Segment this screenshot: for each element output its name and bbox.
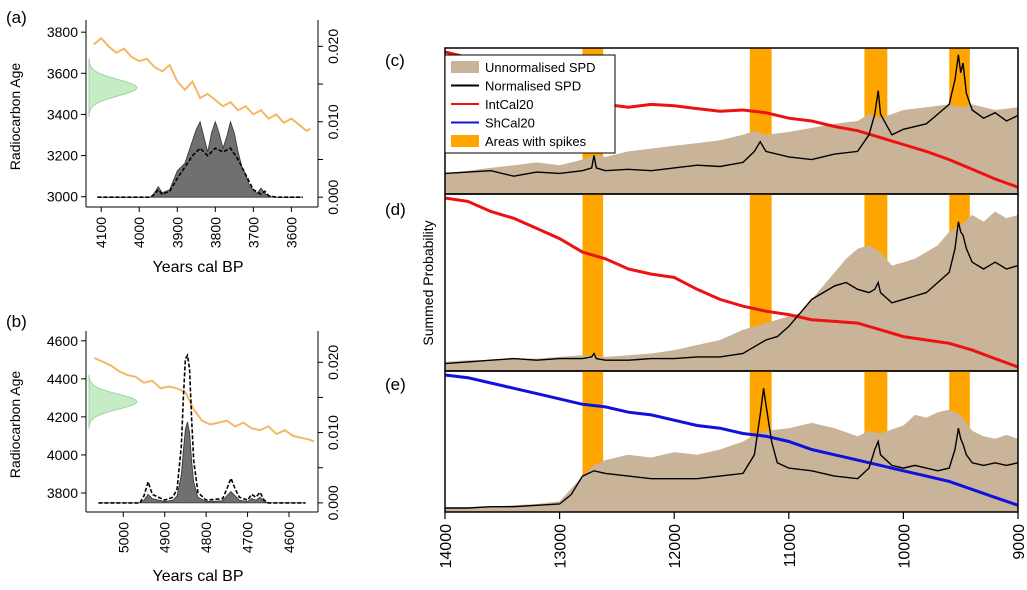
- x-tick-label: 3600: [283, 217, 299, 248]
- y-axis-label: Radiocarbon Age: [7, 63, 23, 171]
- y2-tick-label: 0.000: [325, 485, 341, 520]
- x-tick-label: 4800: [198, 522, 214, 553]
- y-tick-label: 3000: [47, 189, 78, 205]
- calibration-curve: [444, 373, 1019, 507]
- panel-label: (a): [6, 8, 27, 27]
- legend-label: Unnormalised SPD: [485, 60, 596, 75]
- y2-tick-label: 0.010: [325, 104, 341, 139]
- unnormalised-spd-area: [445, 211, 1018, 371]
- y-tick-label: 4000: [47, 447, 78, 463]
- calibrated-density: [97, 120, 303, 198]
- y-tick-label: 3200: [47, 148, 78, 164]
- x-tick-label: 10000: [896, 524, 913, 569]
- x-tick-label: 4100: [93, 217, 109, 248]
- x-tick-label: 12000: [667, 524, 684, 569]
- calibration-curve: [93, 356, 315, 443]
- calibration-curve: [92, 36, 311, 133]
- x-tick-label: 3900: [169, 217, 185, 248]
- dashed-density: [97, 147, 303, 198]
- dashed-density: [98, 352, 306, 504]
- legend-label: Areas with spikes: [485, 134, 587, 149]
- panel-c: (c) Unnormalised SPD Normalised SPD IntCal2…: [385, 47, 1019, 195]
- y2-tick-label: 0.020: [325, 29, 341, 64]
- y-tick-label: 4600: [47, 333, 78, 349]
- x-tick-label: 4600: [281, 522, 297, 553]
- spike-area: [582, 194, 604, 371]
- panel-label: (b): [6, 312, 27, 331]
- y-tick-label: 3800: [47, 24, 78, 40]
- y2-tick-label: 0.020: [325, 345, 341, 380]
- unnormalised-spd-area: [445, 409, 1018, 512]
- panel-label: (e): [385, 375, 406, 394]
- x-axis-label: Years cal BP: [152, 568, 243, 585]
- y-tick-label: 4400: [47, 371, 78, 387]
- summed-probability-label: Summed Probability: [420, 220, 436, 345]
- radiocarbon-distribution: [88, 374, 138, 429]
- panel-label: (d): [385, 200, 406, 219]
- panel-d: (d): [385, 193, 1019, 372]
- x-tick-label: 3700: [245, 217, 261, 248]
- panel-label: (c): [385, 51, 405, 70]
- x-tick-label: 4000: [131, 217, 147, 248]
- x-tick-label: 9000: [1011, 524, 1027, 560]
- y2-tick-label: 0.000: [325, 179, 341, 214]
- y-axis-label: Radiocarbon Age: [7, 371, 23, 479]
- calibration-curve: [444, 196, 1019, 369]
- y-tick-label: 4200: [47, 409, 78, 425]
- legend-label: Normalised SPD: [485, 79, 581, 94]
- unnormalised-spd-area: [445, 104, 1018, 194]
- panel-b: (b) 3800 4000 4200 4400 4600 0.000 0.010 0.020 50…: [6, 312, 341, 585]
- normalised-spd-line: [444, 221, 1019, 365]
- x-axis-label: Years cal BP: [152, 259, 243, 276]
- panel-frame: [444, 370, 1019, 513]
- normalised-spd-line: [444, 54, 1019, 177]
- x-tick-label: 4900: [157, 522, 173, 553]
- x-tick-label: 4700: [240, 522, 256, 553]
- panel-a: (a) 3000 3200 3400 3600 3800 0.000 0.010 0.020 41…: [6, 8, 341, 276]
- y-tick-label: 3400: [47, 106, 78, 122]
- radiocarbon-distribution: [88, 58, 138, 117]
- y-tick-label: 3600: [47, 65, 78, 81]
- legend-label: IntCal20: [485, 97, 533, 112]
- x-tick-label: 11000: [782, 524, 799, 567]
- normalised-spd-line: [445, 388, 1019, 509]
- panel-e: (e) 14000 13000 12000 11000 10000 9000: [385, 370, 1027, 569]
- y2-tick-label: 0.010: [325, 415, 341, 450]
- legend: Unnormalised SPD Normalised SPD IntCal20 Sh…: [444, 54, 616, 154]
- legend-swatch: [451, 61, 479, 73]
- x-tick-label: 14000: [438, 524, 455, 569]
- legend-swatch: [451, 135, 479, 147]
- legend-label: ShCal20: [485, 116, 535, 131]
- x-tick-label: 3800: [207, 217, 223, 248]
- x-tick-label: 5000: [115, 522, 131, 553]
- y-tick-label: 3800: [47, 485, 78, 501]
- calibrated-density: [98, 421, 306, 504]
- x-tick-label: 13000: [553, 524, 570, 569]
